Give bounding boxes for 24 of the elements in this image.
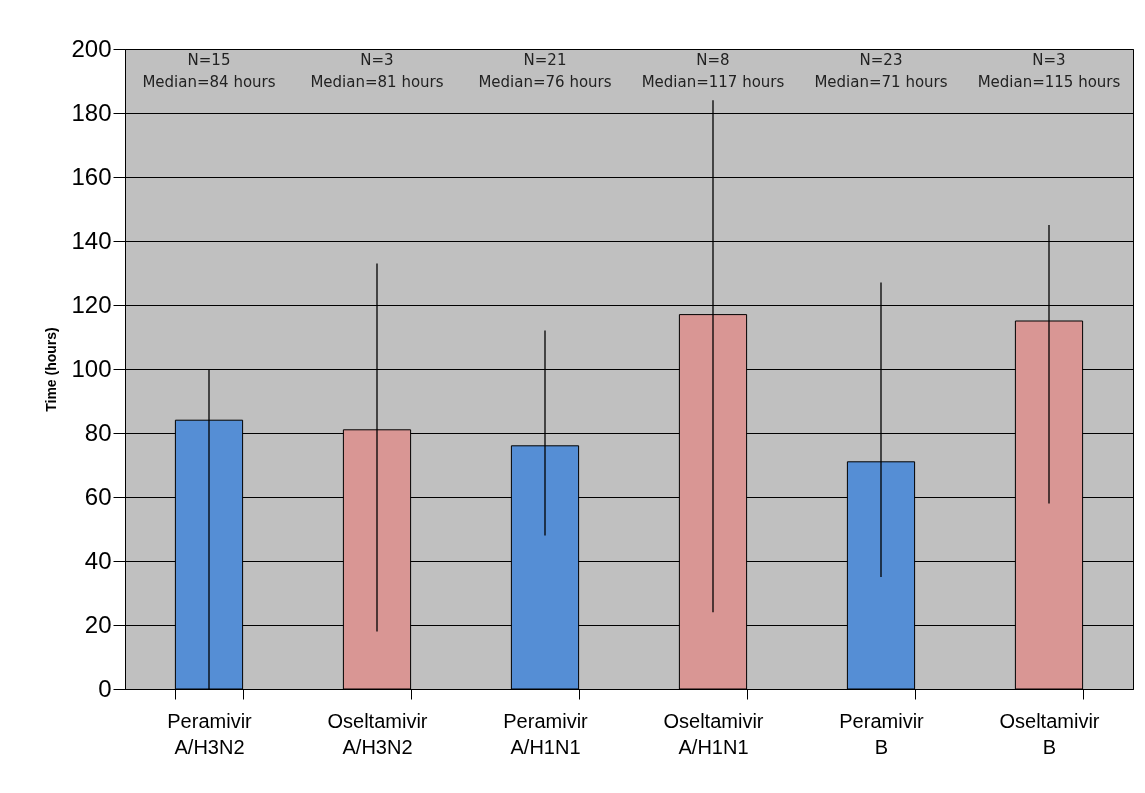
annotation: N=15 Median=84 hours xyxy=(142,51,276,91)
y-tick-label: 40 xyxy=(84,546,112,574)
x-tick-label: Oseltamivir A/H1N1 xyxy=(663,709,764,758)
x-tick-label: Peramivir A/H1N1 xyxy=(503,709,589,758)
y-tick-label: 60 xyxy=(84,482,112,510)
x-tick-label: Oseltamivir A/H3N2 xyxy=(327,709,428,758)
y-tick-label: 0 xyxy=(98,674,112,702)
y-tick-label: 20 xyxy=(84,610,112,638)
annotation: N=21 Median=76 hours xyxy=(478,51,612,91)
y-axis-title: Time (hours) xyxy=(43,327,60,412)
x-tick-label: Oseltamivir B xyxy=(999,709,1100,758)
y-tick-label: 180 xyxy=(71,98,112,126)
y-tick-label: 100 xyxy=(71,354,112,382)
annotation: N=23 Median=71 hours xyxy=(814,51,948,91)
y-tick-label: 120 xyxy=(71,290,112,318)
x-tick-label: Peramivir B xyxy=(839,709,925,758)
annotation: N=8 Median=117 hours xyxy=(641,51,785,91)
annotation: N=3 Median=115 hours xyxy=(977,51,1121,91)
x-tick-label: Peramivir A/H3N2 xyxy=(167,709,253,758)
y-tick-label: 140 xyxy=(71,226,112,254)
y-tick-label: 160 xyxy=(71,162,112,190)
annotation: N=3 Median=81 hours xyxy=(310,51,444,91)
y-tick-label: 200 xyxy=(71,34,112,62)
y-tick-label: 80 xyxy=(84,418,112,446)
